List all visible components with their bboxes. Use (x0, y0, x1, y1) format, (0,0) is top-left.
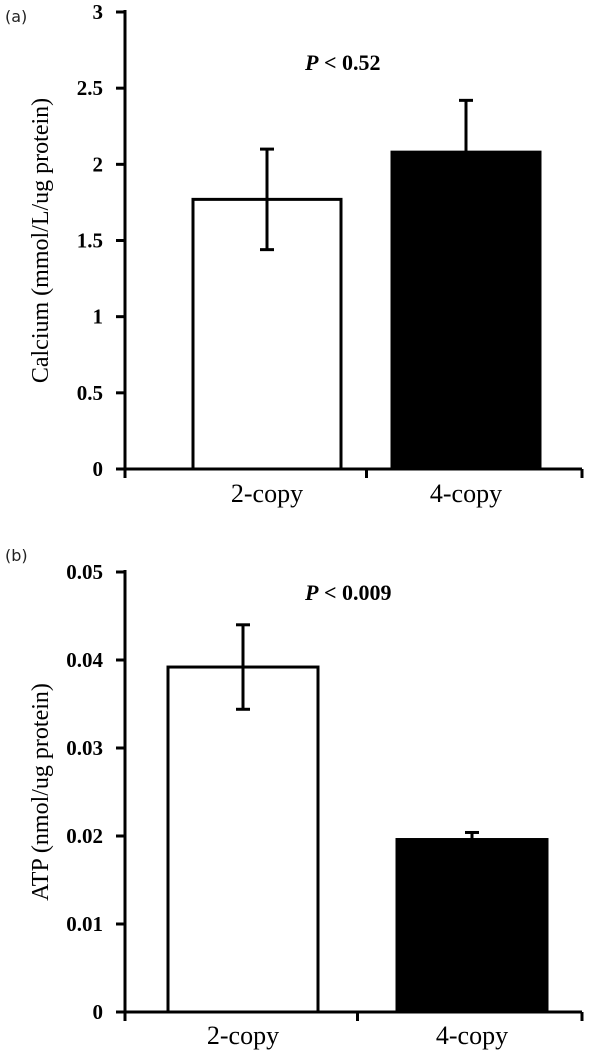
error-bar-4-copy (465, 830, 479, 849)
y-tick-label-b-0: 0 (93, 1000, 104, 1024)
category-label-4-copy: 4-copy (436, 1021, 508, 1050)
chart-panel-b: (b) 0 0.01 0.02 0.03 0.04 0.05 2-copy 4-copy ATP … (0, 525, 592, 1050)
y-tick-label-b-5: 0.05 (66, 560, 103, 584)
error-bar-2-copy (236, 623, 250, 711)
p-value-annotation-a: P < 0.52 (304, 50, 381, 75)
y-tick-label-b-1: 0.01 (66, 912, 103, 936)
y-tick-label-a-6: 3 (93, 0, 104, 24)
y-tick-label-b-2: 0.02 (66, 824, 103, 848)
chart-panel-a: (a) 0 0.5 1 1.5 2 2.5 3 2-copy 4-copy Calcium (mmo… (0, 0, 592, 520)
category-label-2-copy: 2-copy (207, 1021, 279, 1050)
category-label-2-copy: 2-copy (231, 479, 303, 508)
category-label-4-copy: 4-copy (430, 479, 502, 508)
p-value-annotation-b: P < 0.009 (304, 580, 392, 605)
y-tick-label-a-5: 2.5 (77, 76, 103, 100)
y-tick-label-a-0: 0 (93, 457, 104, 481)
bar-4-copy (395, 838, 549, 1014)
y-axis-title-a: Calcium (mmol/L/ug protein) (28, 98, 54, 383)
error-bar-2-copy (260, 147, 274, 252)
y-tick-label-a-3: 1.5 (77, 229, 103, 253)
y-axis-title-b: ATP (nmol/ug protein) (28, 683, 54, 901)
y-tick-label-a-2: 1 (93, 305, 104, 329)
chart-b-svg: (b) 0 0.01 0.02 0.03 0.04 0.05 2-copy 4-copy ATP … (5, 546, 584, 1050)
panel-label-a: (a) (5, 7, 27, 26)
bar-2-copy (166, 665, 320, 1014)
error-bar-4-copy (459, 98, 473, 206)
panel-label-b: (b) (5, 546, 28, 565)
y-tick-label-b-4: 0.04 (66, 648, 103, 672)
y-tick-label-a-1: 0.5 (77, 381, 103, 405)
y-tick-label-a-4: 2 (93, 152, 104, 176)
y-tick-label-b-3: 0.03 (66, 736, 103, 760)
chart-a-svg: (a) 0 0.5 1 1.5 2 2.5 3 2-copy 4-copy Calcium (mmo… (5, 0, 584, 508)
